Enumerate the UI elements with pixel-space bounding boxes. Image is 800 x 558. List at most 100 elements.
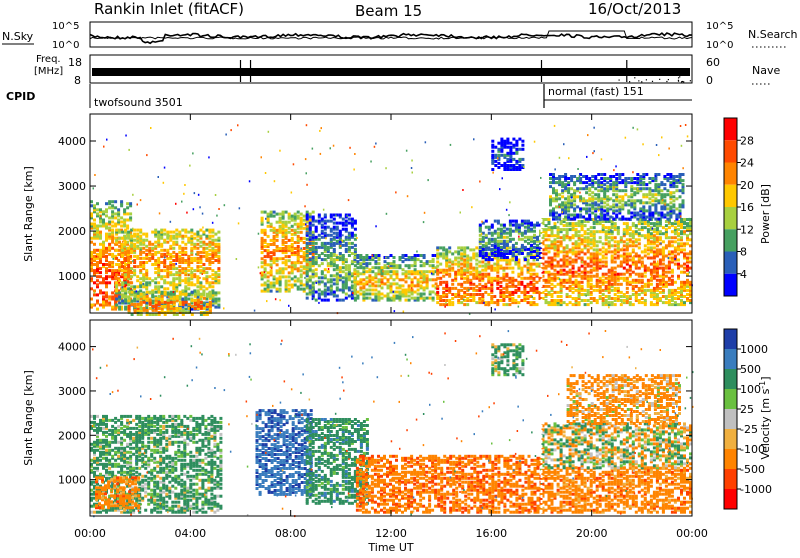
power-cell [154, 277, 157, 280]
freq-label-1: Freq. [36, 54, 61, 65]
power-cell [630, 199, 633, 202]
power-cell [576, 214, 579, 217]
power-cell [387, 284, 390, 287]
power-cell [460, 289, 463, 292]
power-cell [686, 252, 689, 255]
power-cell [545, 289, 548, 292]
power-cell [306, 270, 309, 273]
power-cell [276, 277, 279, 280]
power-cell [472, 252, 475, 255]
cpid-segment-2: normal (fast) 151 [548, 85, 644, 98]
power-cell [102, 219, 105, 222]
power-cell [593, 275, 596, 278]
power-cell [560, 240, 563, 243]
power-cell [190, 247, 193, 250]
power-cell [527, 283, 530, 286]
power-cell [184, 243, 187, 246]
power-cell [149, 299, 152, 302]
power-cell [408, 299, 411, 302]
power-cell [208, 257, 211, 260]
power-cell [136, 279, 139, 282]
power-cell [683, 252, 686, 255]
power-cell [639, 199, 642, 202]
power-cell [157, 281, 160, 284]
power-cell [451, 252, 454, 255]
power-cell [497, 232, 500, 235]
power-cell [632, 271, 635, 274]
power-cell [163, 253, 166, 256]
power-cell [365, 289, 368, 292]
power-cell [333, 222, 336, 225]
power-cell [587, 232, 590, 235]
power-cell [572, 291, 575, 294]
power-cell [199, 281, 202, 284]
power-cell [554, 285, 557, 288]
power-cell [554, 238, 557, 241]
power-cell [621, 195, 624, 198]
power-cell [270, 282, 273, 285]
power-cell [142, 247, 145, 250]
power-cell [282, 261, 285, 264]
power-cell [148, 247, 151, 250]
power-cell [674, 289, 677, 292]
power-cell [411, 264, 414, 267]
power-cell [172, 255, 175, 258]
power-cell [491, 248, 494, 251]
power-cell [521, 232, 524, 235]
power-cell [105, 208, 108, 211]
power-cell [638, 238, 641, 241]
power-cell [188, 293, 191, 296]
power-cell [303, 271, 306, 274]
power-cell [581, 257, 584, 260]
power-cell [273, 235, 276, 238]
power-cell [530, 281, 533, 284]
power-cell [506, 236, 509, 239]
power-cell [651, 189, 654, 192]
power-cell [668, 271, 671, 274]
power-cell [615, 214, 618, 217]
power-cell [285, 245, 288, 248]
power-cell [491, 252, 494, 255]
power-cell [497, 240, 500, 243]
power-cell [121, 281, 124, 284]
power-cell [623, 277, 626, 280]
power-cell [214, 249, 217, 252]
power-cell [127, 235, 130, 238]
power-cell [214, 306, 217, 309]
power-cell [205, 229, 208, 232]
power-cell [378, 291, 381, 294]
power-cell [158, 307, 161, 310]
power-cell [662, 246, 665, 249]
power-cell [683, 248, 686, 251]
power-cell [152, 291, 155, 294]
power-cell [549, 209, 552, 212]
nave-dot [678, 77, 679, 78]
power-cell [330, 252, 333, 255]
power-cell [315, 242, 318, 245]
power-cell [179, 291, 182, 294]
power-cell [560, 228, 563, 231]
power-cell [149, 307, 152, 310]
power-cell [615, 203, 618, 206]
power-cell [651, 177, 654, 180]
power-cell [629, 301, 632, 304]
power-cell [659, 267, 662, 270]
power-cell [593, 252, 596, 255]
power-cell [508, 285, 511, 288]
power-cell [300, 280, 303, 283]
power-cell [368, 293, 371, 296]
power-cell [620, 273, 623, 276]
power-cell [639, 187, 642, 190]
power-cell [611, 255, 614, 258]
power-cell [638, 299, 641, 302]
power-cell [146, 291, 149, 294]
power-cell [282, 221, 285, 224]
power-cell [641, 273, 644, 276]
power-cell [342, 280, 345, 283]
power-cell [381, 286, 384, 289]
power-cell [627, 209, 630, 212]
power-cell [378, 254, 381, 257]
power-cell [432, 258, 435, 261]
power-cell [596, 273, 599, 276]
power-cell [503, 240, 506, 243]
